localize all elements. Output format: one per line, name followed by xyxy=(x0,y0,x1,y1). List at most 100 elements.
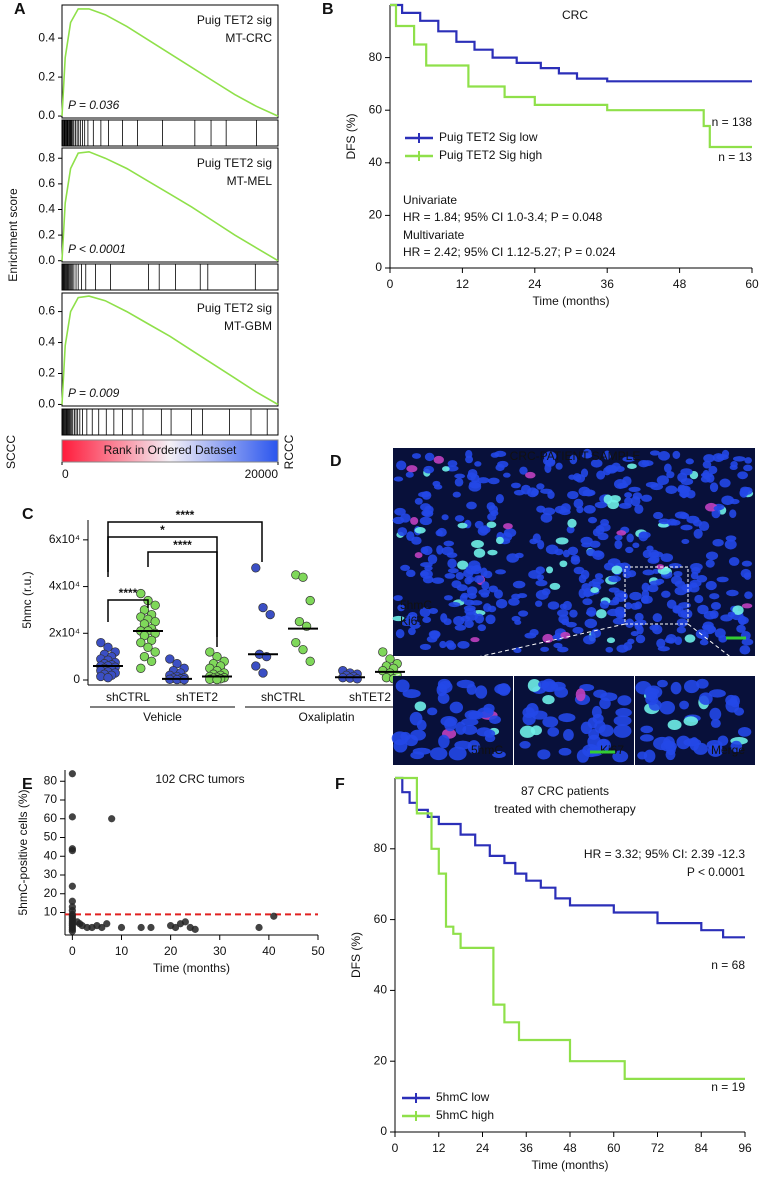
cell xyxy=(562,549,570,558)
panel-letter: B xyxy=(322,1,334,18)
cell xyxy=(657,679,668,688)
legend-label: 5hmC low xyxy=(436,1090,490,1104)
cell xyxy=(393,476,404,482)
cell xyxy=(716,576,729,583)
cell xyxy=(582,598,593,606)
cell xyxy=(406,569,416,578)
dot xyxy=(305,656,315,666)
rank-end-label: SCCC xyxy=(4,435,18,469)
y-tick-label: 40 xyxy=(44,848,58,862)
point xyxy=(68,897,76,905)
x-tick-label: 24 xyxy=(476,1141,490,1155)
cell xyxy=(530,490,539,496)
cell xyxy=(501,532,513,542)
y-tick-label: 4x10⁴ xyxy=(49,579,80,593)
cell xyxy=(536,574,545,581)
cell xyxy=(736,624,746,633)
dot xyxy=(143,642,153,652)
cell xyxy=(607,499,620,510)
cell xyxy=(710,718,721,728)
cell xyxy=(540,512,553,523)
y-tick-label: 0.2 xyxy=(38,227,55,241)
y-tick-label: 70 xyxy=(44,792,58,806)
cell xyxy=(555,462,563,470)
cell xyxy=(481,581,490,590)
cell xyxy=(424,565,433,571)
cell xyxy=(729,509,737,519)
x-axis-label: Time (months) xyxy=(533,294,610,308)
cell xyxy=(508,598,520,606)
point xyxy=(68,813,76,821)
cell xyxy=(457,640,470,649)
cell xyxy=(603,450,612,460)
dot xyxy=(291,637,301,648)
cell xyxy=(594,720,606,734)
cell xyxy=(718,635,728,643)
cell xyxy=(553,642,563,649)
cell xyxy=(701,624,714,631)
cell xyxy=(641,460,654,467)
cell xyxy=(605,646,614,653)
cell xyxy=(466,501,477,510)
cell xyxy=(712,538,724,547)
cell xyxy=(709,610,719,619)
barcode-frame xyxy=(61,119,279,147)
significance-label: * xyxy=(160,523,165,537)
cell xyxy=(535,600,543,607)
y-tick-label: 0.4 xyxy=(38,30,55,44)
cell xyxy=(495,493,504,504)
cell xyxy=(651,624,663,635)
cell xyxy=(467,593,477,599)
cell xyxy=(626,533,634,543)
cell xyxy=(732,456,746,462)
cell xyxy=(463,599,475,606)
cell xyxy=(448,601,461,608)
cell xyxy=(443,618,452,626)
inset-label: Ki67 xyxy=(600,743,624,757)
cell xyxy=(606,637,616,644)
point xyxy=(103,920,111,928)
cell xyxy=(729,498,740,505)
cell xyxy=(712,453,725,462)
cell xyxy=(422,545,433,556)
cell xyxy=(400,564,411,572)
cell xyxy=(414,527,426,534)
point xyxy=(117,923,126,932)
cell xyxy=(470,565,482,575)
y-tick-label: 0 xyxy=(380,1124,387,1138)
y-tick-label: 40 xyxy=(374,983,388,997)
cell xyxy=(597,739,610,750)
cell xyxy=(448,746,467,761)
dot xyxy=(298,572,308,582)
significance-label: **** xyxy=(173,538,192,552)
y-tick-label: 80 xyxy=(374,841,388,855)
rank-end-label: RCCC xyxy=(282,434,296,469)
cell xyxy=(646,545,654,552)
x-tick-label: 36 xyxy=(520,1141,534,1155)
cell xyxy=(537,749,551,760)
cell xyxy=(514,619,522,625)
annotation: n = 138 xyxy=(712,115,753,129)
cell xyxy=(614,539,623,550)
cell xyxy=(673,570,683,577)
y-tick-label: 60 xyxy=(369,102,383,116)
cell xyxy=(436,527,447,537)
cell xyxy=(584,618,598,629)
cell xyxy=(613,724,632,738)
cell xyxy=(422,575,434,584)
channel-label: 5hmC xyxy=(400,598,432,612)
cell xyxy=(486,521,497,528)
cell xyxy=(582,489,596,497)
cell xyxy=(642,569,655,576)
dot xyxy=(205,647,215,657)
annotation: n = 68 xyxy=(711,958,745,972)
cell xyxy=(573,566,585,575)
cell xyxy=(554,505,567,514)
cell xyxy=(656,475,670,486)
cell xyxy=(613,715,632,726)
annotation: Multivariate xyxy=(403,228,465,242)
dot xyxy=(251,563,261,573)
cell xyxy=(726,589,739,597)
annotation: HR = 3.32; 95% CI: 2.39 -12.3 xyxy=(584,847,745,861)
